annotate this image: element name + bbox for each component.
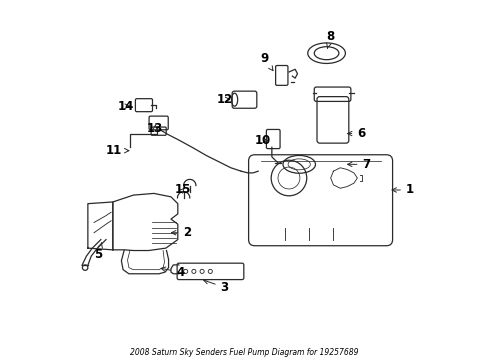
Text: 15: 15 <box>174 184 190 197</box>
Text: 12: 12 <box>217 93 233 106</box>
Text: 14: 14 <box>118 100 134 113</box>
Text: 4: 4 <box>161 266 184 279</box>
Text: 2: 2 <box>171 226 191 239</box>
Text: 6: 6 <box>347 127 365 140</box>
Text: 11: 11 <box>106 144 128 157</box>
Text: 7: 7 <box>347 158 370 171</box>
Text: 3: 3 <box>203 280 228 294</box>
Text: 9: 9 <box>259 52 272 71</box>
Text: 10: 10 <box>254 134 270 147</box>
Text: 5: 5 <box>94 243 102 261</box>
Text: 1: 1 <box>391 184 413 197</box>
Text: 13: 13 <box>147 122 163 135</box>
Text: 8: 8 <box>326 30 334 48</box>
Text: 2008 Saturn Sky Senders Fuel Pump Diagram for 19257689: 2008 Saturn Sky Senders Fuel Pump Diagra… <box>130 348 358 357</box>
